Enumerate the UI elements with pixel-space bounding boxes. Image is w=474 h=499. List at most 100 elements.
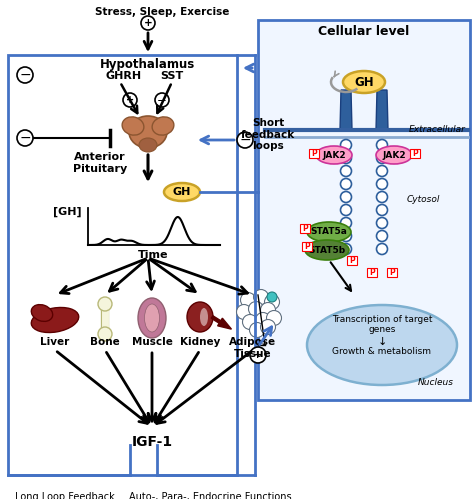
- Ellipse shape: [31, 307, 79, 332]
- Circle shape: [340, 140, 352, 151]
- Circle shape: [376, 231, 388, 242]
- Text: Long Loop Feedback: Long Loop Feedback: [15, 492, 115, 499]
- Circle shape: [376, 192, 388, 203]
- Bar: [410, 149, 420, 158]
- Text: STAT5a: STAT5a: [310, 228, 347, 237]
- Ellipse shape: [343, 71, 385, 93]
- Text: Anterior
Pituitary: Anterior Pituitary: [73, 152, 127, 174]
- Text: −: −: [19, 131, 31, 145]
- Bar: [367, 268, 377, 277]
- Text: P: P: [369, 268, 375, 277]
- Circle shape: [266, 310, 282, 325]
- Circle shape: [264, 294, 280, 309]
- Ellipse shape: [187, 302, 213, 332]
- Circle shape: [261, 302, 275, 317]
- Circle shape: [255, 312, 271, 327]
- Circle shape: [376, 140, 388, 151]
- Text: STAT5b: STAT5b: [309, 246, 346, 254]
- Circle shape: [340, 205, 352, 216]
- Circle shape: [249, 322, 264, 337]
- Bar: [258, 20, 470, 400]
- Ellipse shape: [316, 146, 352, 164]
- Text: IGF-1: IGF-1: [131, 435, 173, 449]
- Text: Cytosol: Cytosol: [407, 195, 440, 204]
- Circle shape: [261, 319, 275, 334]
- Ellipse shape: [31, 304, 53, 321]
- Text: P: P: [389, 268, 395, 277]
- Text: P: P: [304, 242, 310, 251]
- Text: JAK2: JAK2: [382, 151, 406, 160]
- Ellipse shape: [152, 117, 174, 135]
- Text: P: P: [349, 256, 355, 265]
- Text: P: P: [302, 224, 308, 233]
- Circle shape: [340, 218, 352, 229]
- Text: Short
feedback
loops: Short feedback loops: [241, 118, 295, 151]
- Bar: [309, 149, 319, 158]
- Text: Muscle: Muscle: [132, 337, 173, 347]
- Text: ↓: ↓: [377, 337, 387, 347]
- Ellipse shape: [200, 308, 208, 326]
- Circle shape: [155, 93, 169, 107]
- Circle shape: [141, 16, 155, 30]
- Text: Nucleus: Nucleus: [418, 378, 454, 387]
- Ellipse shape: [138, 298, 166, 338]
- Text: Transcription of target
genes: Transcription of target genes: [332, 315, 432, 334]
- FancyArrow shape: [211, 316, 231, 329]
- Circle shape: [98, 297, 112, 311]
- Ellipse shape: [129, 116, 167, 148]
- Text: Cellular level: Cellular level: [319, 25, 410, 38]
- Circle shape: [17, 130, 33, 146]
- Text: −: −: [19, 68, 31, 82]
- Circle shape: [248, 301, 264, 316]
- Circle shape: [376, 244, 388, 254]
- Text: Kidney: Kidney: [180, 337, 220, 347]
- Text: +: +: [126, 95, 134, 105]
- Circle shape: [340, 179, 352, 190]
- Text: Hypothalamus: Hypothalamus: [100, 58, 196, 71]
- Text: Adipose
Tissue: Adipose Tissue: [229, 337, 276, 359]
- Text: [GH]: [GH]: [54, 207, 82, 217]
- Circle shape: [376, 179, 388, 190]
- Circle shape: [376, 166, 388, 177]
- Text: Stress, Sleep, Exercise: Stress, Sleep, Exercise: [95, 7, 229, 17]
- Bar: [347, 256, 357, 265]
- Circle shape: [254, 289, 268, 304]
- Circle shape: [98, 327, 112, 341]
- Text: P: P: [412, 149, 418, 158]
- Circle shape: [250, 347, 266, 363]
- Text: SST: SST: [160, 71, 183, 81]
- Circle shape: [376, 205, 388, 216]
- Circle shape: [240, 292, 255, 307]
- Text: GH: GH: [173, 187, 191, 197]
- Ellipse shape: [145, 304, 159, 332]
- Circle shape: [340, 166, 352, 177]
- Bar: [300, 224, 310, 233]
- Text: P: P: [311, 149, 317, 158]
- Circle shape: [340, 153, 352, 164]
- Polygon shape: [340, 90, 352, 130]
- Circle shape: [17, 67, 33, 83]
- Bar: [8, 55, 237, 475]
- Ellipse shape: [139, 138, 157, 152]
- Text: Bone: Bone: [90, 337, 120, 347]
- Text: Growth & metabolism: Growth & metabolism: [332, 347, 431, 356]
- Circle shape: [243, 314, 257, 329]
- Circle shape: [340, 244, 352, 254]
- Bar: [387, 268, 397, 277]
- Polygon shape: [376, 90, 388, 130]
- Ellipse shape: [307, 222, 351, 242]
- Bar: [302, 242, 312, 251]
- Circle shape: [267, 292, 277, 302]
- Text: JAK2: JAK2: [322, 151, 346, 160]
- Ellipse shape: [122, 117, 144, 135]
- Ellipse shape: [164, 183, 200, 201]
- Circle shape: [123, 93, 137, 107]
- Text: Extracellular: Extracellular: [409, 125, 466, 134]
- Circle shape: [237, 304, 252, 319]
- Circle shape: [237, 132, 253, 148]
- Circle shape: [376, 153, 388, 164]
- Text: −: −: [157, 93, 167, 106]
- Ellipse shape: [376, 146, 412, 164]
- Circle shape: [340, 192, 352, 203]
- Text: +: +: [144, 18, 152, 28]
